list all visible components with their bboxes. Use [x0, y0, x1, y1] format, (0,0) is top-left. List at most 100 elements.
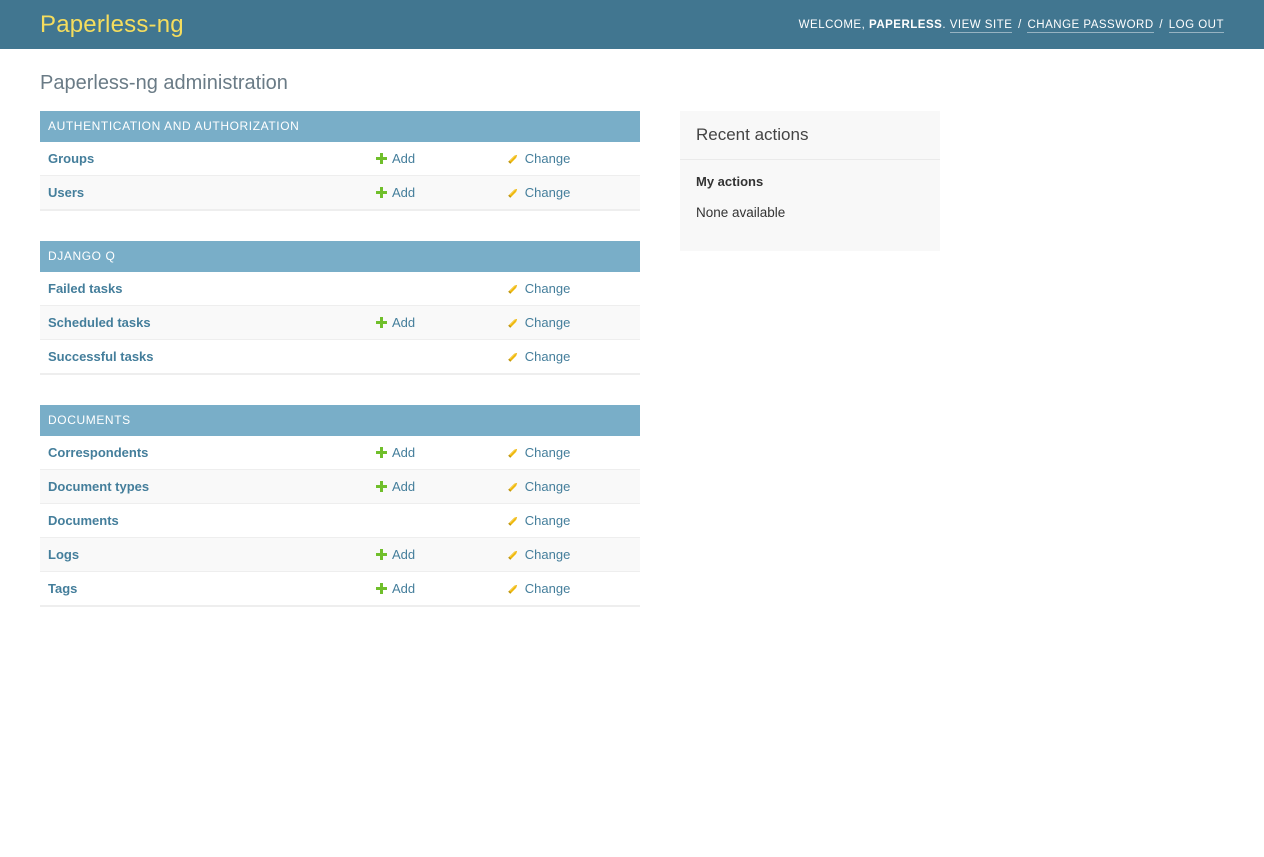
model-link[interactable]: Scheduled tasks — [48, 315, 151, 330]
app-list: AUTHENTICATION AND AUTHORIZATION Groups Ad… — [40, 111, 640, 607]
welcome-period: . — [942, 18, 947, 31]
change-link[interactable]: Change — [507, 349, 571, 364]
change-cell: Change — [498, 469, 640, 504]
add-cell: Add — [368, 305, 499, 340]
pencil-icon — [507, 548, 520, 561]
table-row: Logs Add Change — [40, 537, 640, 572]
model-name-cell: Users — [40, 175, 369, 210]
plus-icon — [376, 187, 388, 198]
app-module-caption[interactable]: DJANGO Q — [40, 241, 640, 272]
change-label: Change — [524, 315, 571, 330]
model-link[interactable]: Groups — [48, 151, 95, 166]
app-module-caption[interactable]: DOCUMENTS — [40, 405, 640, 436]
model-name-cell: Document types — [40, 469, 369, 504]
recent-actions-module: Recent actions My actions None available — [680, 111, 940, 251]
pencil-icon — [507, 350, 520, 363]
add-link[interactable]: Add — [376, 185, 415, 200]
username-label: PAPERLESS — [869, 18, 943, 31]
model-name-cell: Tags — [40, 571, 369, 606]
change-label: Change — [524, 479, 571, 494]
model-link[interactable]: Successful tasks — [48, 349, 154, 364]
add-link[interactable]: Add — [376, 581, 415, 596]
my-actions-subtitle: My actions — [696, 174, 764, 189]
site-header: Paperless-ng WELCOME, PAPERLESS. VIEW SI… — [0, 0, 1264, 49]
add-label: Add — [392, 185, 416, 200]
change-link[interactable]: Change — [507, 479, 571, 494]
app-module-caption[interactable]: AUTHENTICATION AND AUTHORIZATION — [40, 111, 640, 142]
add-cell — [368, 272, 499, 306]
plus-icon — [376, 583, 388, 594]
change-cell: Change — [498, 537, 640, 572]
app-model-table: Failed tasks Change Scheduled tasks Add Chan… — [40, 272, 640, 374]
change-link[interactable]: Change — [507, 547, 571, 562]
recent-actions-empty-text: None available — [696, 205, 786, 220]
add-label: Add — [392, 315, 416, 330]
change-label: Change — [524, 185, 571, 200]
add-cell — [368, 503, 499, 538]
app-module: DJANGO Q Failed tasks Change Scheduled task… — [40, 241, 640, 375]
pencil-icon — [507, 480, 520, 493]
content-title: Paperless-ng administration — [40, 49, 1224, 111]
change-label: Change — [524, 151, 571, 166]
model-link[interactable]: Failed tasks — [48, 281, 123, 296]
add-label: Add — [392, 445, 416, 460]
add-cell — [368, 339, 499, 374]
page-container: Paperless-ng administration AUTHENTICATI… — [0, 49, 1264, 607]
table-row: Failed tasks Change — [40, 272, 640, 306]
page-title: Paperless-ng administration — [40, 72, 288, 94]
user-tools-separator-1: / — [1018, 18, 1022, 31]
change-label: Change — [524, 445, 571, 460]
add-label: Add — [392, 479, 416, 494]
model-name-cell: Correspondents — [40, 436, 369, 470]
add-link[interactable]: Add — [376, 547, 415, 562]
change-label: Change — [524, 513, 571, 528]
add-cell: Add — [368, 469, 499, 504]
app-model-table: Correspondents Add Change Document types Add… — [40, 436, 640, 606]
recent-actions-sidebar: Recent actions My actions None available — [680, 111, 940, 251]
add-cell: Add — [368, 571, 499, 606]
app-module: AUTHENTICATION AND AUTHORIZATION Groups Ad… — [40, 111, 640, 211]
change-cell: Change — [498, 503, 640, 538]
model-link[interactable]: Tags — [48, 581, 78, 596]
main-wrap: AUTHENTICATION AND AUTHORIZATION Groups Ad… — [40, 111, 1224, 607]
log-out-link[interactable]: LOG OUT — [1168, 18, 1224, 33]
plus-icon — [376, 153, 388, 164]
change-link[interactable]: Change — [507, 281, 571, 296]
change-cell: Change — [498, 339, 640, 374]
add-label: Add — [392, 151, 416, 166]
model-link[interactable]: Documents — [48, 513, 119, 528]
add-link[interactable]: Add — [376, 315, 415, 330]
model-link[interactable]: Users — [48, 185, 85, 200]
add-cell: Add — [368, 142, 499, 176]
model-name-cell: Failed tasks — [40, 272, 369, 306]
add-link[interactable]: Add — [376, 445, 415, 460]
change-link[interactable]: Change — [507, 185, 571, 200]
change-link[interactable]: Change — [507, 581, 571, 596]
site-title[interactable]: Paperless-ng — [40, 10, 184, 38]
add-link[interactable]: Add — [376, 151, 415, 166]
view-site-link[interactable]: VIEW SITE — [949, 18, 1013, 33]
model-link[interactable]: Logs — [48, 547, 80, 562]
model-link[interactable]: Correspondents — [48, 445, 149, 460]
change-link[interactable]: Change — [507, 151, 571, 166]
change-label: Change — [524, 281, 571, 296]
pencil-icon — [507, 582, 520, 595]
add-link[interactable]: Add — [376, 479, 415, 494]
change-cell: Change — [498, 142, 640, 176]
table-row: Users Add Change — [40, 175, 640, 210]
model-name-cell: Successful tasks — [40, 339, 369, 374]
add-label: Add — [392, 547, 416, 562]
change-label: Change — [524, 581, 571, 596]
change-password-link[interactable]: CHANGE PASSWORD — [1027, 18, 1154, 33]
change-link[interactable]: Change — [507, 445, 571, 460]
app-model-table: Groups Add Change Users Add Change — [40, 142, 640, 210]
table-row: Successful tasks Change — [40, 339, 640, 374]
model-name-cell: Scheduled tasks — [40, 305, 369, 340]
change-link[interactable]: Change — [507, 513, 571, 528]
table-row: Documents Change — [40, 503, 640, 538]
change-link[interactable]: Change — [507, 315, 571, 330]
change-label: Change — [524, 547, 571, 562]
model-name-cell: Documents — [40, 503, 369, 538]
model-link[interactable]: Document types — [48, 479, 150, 494]
change-label: Change — [524, 349, 571, 364]
